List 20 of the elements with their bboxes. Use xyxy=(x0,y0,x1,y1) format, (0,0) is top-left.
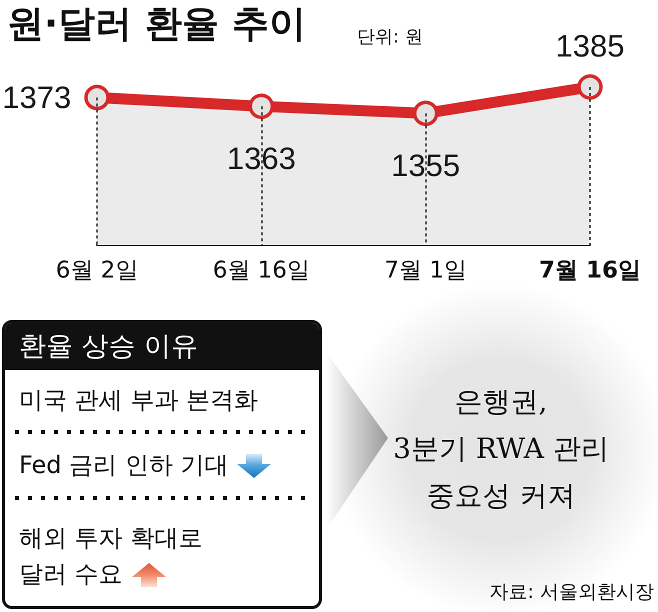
point xyxy=(248,94,274,120)
point xyxy=(577,74,603,100)
point xyxy=(84,84,110,110)
text: 미국 관세 부과 본격화 xyxy=(19,385,258,416)
x-tick-label: 6월 16일 xyxy=(212,258,310,284)
data-label: 1363 xyxy=(226,141,296,176)
data-label: 1385 xyxy=(556,28,624,64)
x-tick-label: 7월 16일 xyxy=(538,258,642,284)
text: 해외 투자 확대로 달러 수요 xyxy=(19,523,202,590)
x-tick-label: 6월 2일 xyxy=(56,258,138,284)
data-label: 1373 xyxy=(2,80,72,116)
chart-subtitle: 단위: 원 xyxy=(357,26,423,48)
point xyxy=(412,100,438,126)
text: 자료: 서울외환시장 xyxy=(490,580,654,604)
chart-title: 원·달러 환율 추이 xyxy=(7,2,306,45)
text: 은행권, 3분기 RWA 관리 중요성 커져 xyxy=(392,384,610,514)
x-tick-label: 7월 1일 xyxy=(384,258,467,284)
data-label: 1355 xyxy=(391,148,460,184)
text: 환율 상승 이유 xyxy=(19,330,198,362)
text: Fed 금리 인하 기대 xyxy=(19,450,230,481)
